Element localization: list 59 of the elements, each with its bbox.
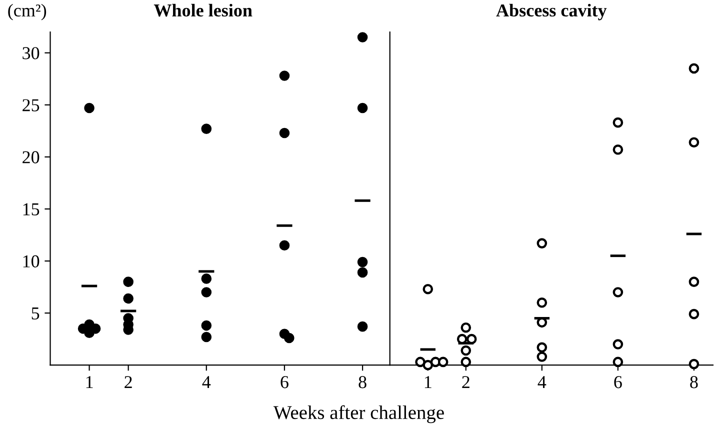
- point: [279, 128, 290, 138]
- point: [438, 356, 448, 368]
- point: [688, 63, 700, 74]
- x-tick-label: 1: [424, 376, 432, 388]
- point: [688, 276, 700, 287]
- chart-title: Whole lesion: [154, 4, 252, 17]
- point: [612, 287, 624, 298]
- point: [357, 267, 368, 278]
- point: [357, 32, 368, 42]
- point: [357, 256, 368, 268]
- point: [536, 238, 548, 248]
- x-axis-title: Weeks after challenge: [273, 405, 444, 424]
- y-tick-label: 10: [23, 255, 40, 268]
- x-tick-label: 1: [86, 376, 93, 388]
- point: [123, 293, 134, 304]
- x-tick-label: 4: [202, 376, 211, 388]
- point: [460, 356, 472, 368]
- point: [466, 334, 477, 344]
- x-tick-label: 4: [538, 376, 546, 388]
- point: [284, 332, 294, 344]
- point: [688, 137, 700, 148]
- point: [279, 240, 290, 251]
- point: [279, 70, 290, 81]
- y-tick-label: 15: [23, 203, 40, 216]
- point: [201, 287, 212, 298]
- point: [84, 102, 94, 114]
- point: [357, 321, 368, 332]
- point: [612, 339, 624, 350]
- point: [612, 117, 624, 128]
- point: [688, 358, 700, 370]
- point: [536, 297, 548, 308]
- point: [201, 274, 212, 284]
- x-tick-label: 8: [690, 376, 698, 388]
- point: [201, 332, 212, 342]
- x-tick-label: 2: [462, 376, 470, 388]
- y-tick-label: 25: [22, 99, 40, 112]
- y-axis-title: (cm²): [8, 4, 46, 20]
- point: [536, 352, 548, 362]
- chart-title: Abscess cavity: [496, 4, 607, 20]
- y-tick-label: 5: [32, 307, 40, 320]
- point: [612, 144, 624, 155]
- point: [422, 284, 434, 294]
- x-tick-label: 6: [614, 376, 622, 388]
- point: [123, 276, 134, 287]
- point: [415, 356, 426, 368]
- point: [688, 308, 700, 320]
- x-tick-label: 6: [280, 376, 288, 388]
- point: [422, 360, 434, 370]
- point: [460, 345, 472, 356]
- point: [201, 320, 212, 331]
- y-tick-label: 30: [22, 47, 40, 60]
- y-tick-label: 20: [22, 151, 40, 164]
- x-tick-label: 8: [358, 376, 366, 388]
- point: [536, 342, 548, 353]
- point: [201, 124, 212, 134]
- point: [612, 356, 624, 368]
- x-tick-label: 2: [124, 376, 132, 388]
- point: [357, 102, 368, 114]
- point: [460, 322, 472, 333]
